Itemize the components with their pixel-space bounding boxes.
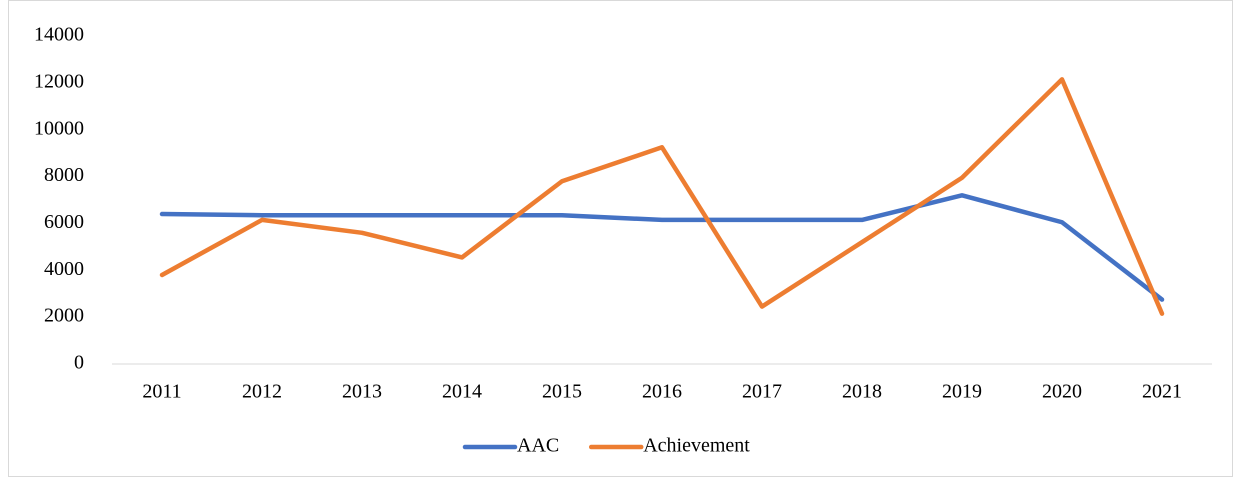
x-tick-label: 2016	[642, 381, 682, 403]
legend-label: AAC	[517, 435, 559, 457]
y-tick-label: 8000	[44, 164, 84, 186]
x-tick-label: 2019	[942, 381, 982, 403]
x-tick-label: 2015	[542, 381, 582, 403]
x-tick-label: 2013	[342, 381, 382, 403]
x-tick-label: 2014	[442, 381, 482, 403]
x-tick-label: 2012	[242, 381, 282, 403]
y-tick-label: 2000	[44, 305, 84, 327]
y-tick-label: 14000	[34, 24, 84, 46]
x-tick-label: 2011	[142, 381, 181, 403]
y-tick-label: 6000	[44, 211, 84, 233]
x-tick-label: 2018	[842, 381, 882, 403]
x-tick-label: 2021	[1142, 381, 1182, 403]
legend-label: Achievement	[643, 435, 750, 457]
y-tick-label: 10000	[34, 117, 84, 139]
y-tick-label: 4000	[44, 258, 84, 280]
line-series	[159, 193, 1165, 302]
line-series	[159, 77, 1165, 316]
y-tick-label: 0	[74, 352, 84, 374]
x-tick-label: 2017	[742, 381, 782, 403]
chart-frame	[8, 0, 1233, 477]
x-tick-label: 2020	[1042, 381, 1082, 403]
y-tick-label: 12000	[34, 70, 84, 92]
